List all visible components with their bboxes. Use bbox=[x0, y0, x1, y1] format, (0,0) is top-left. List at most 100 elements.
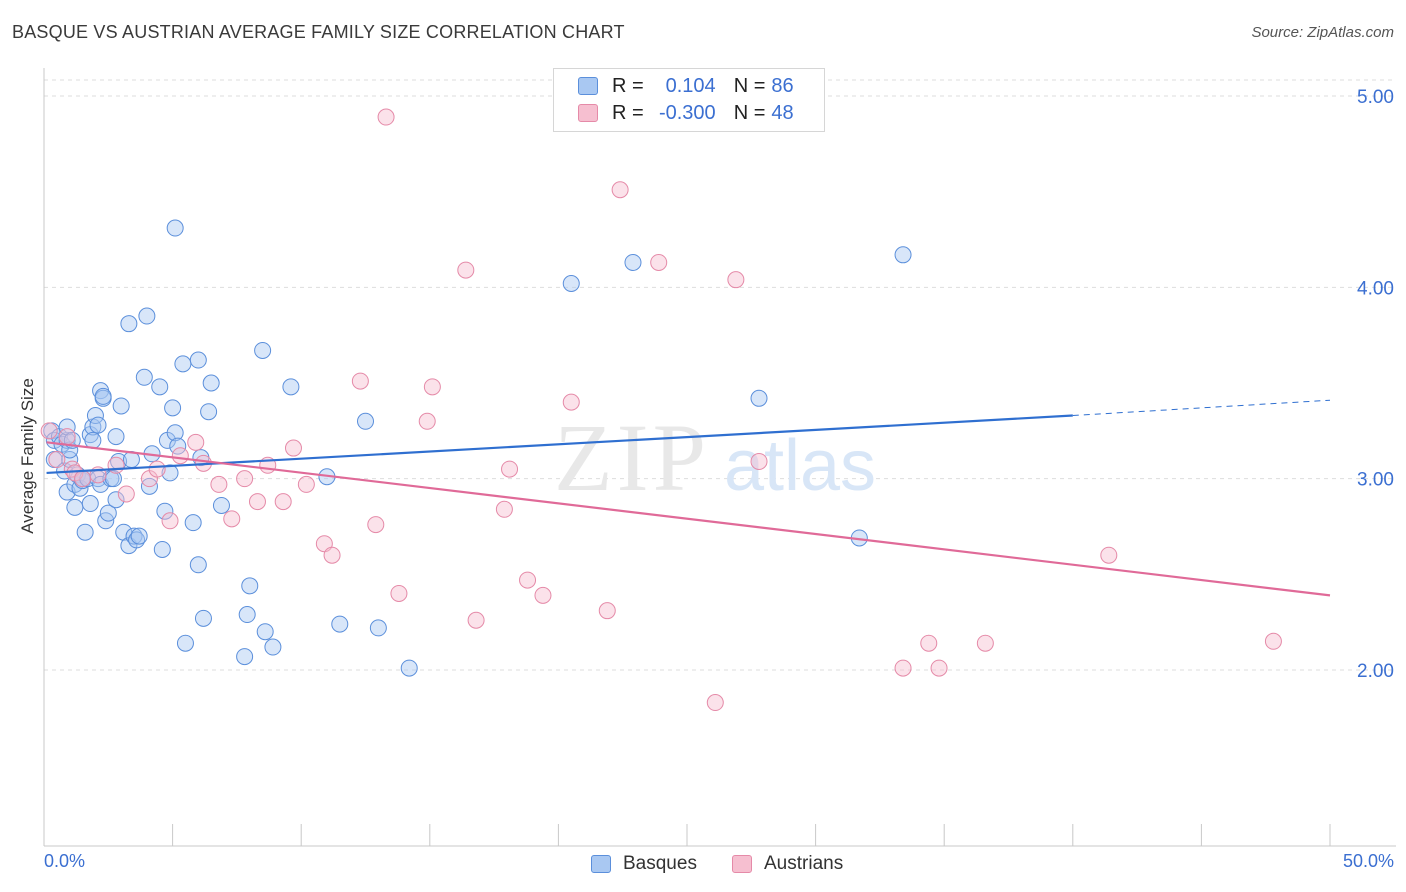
basques-point bbox=[99, 504, 117, 522]
austrians-point bbox=[976, 634, 994, 652]
basques-point bbox=[357, 412, 374, 430]
basques-point bbox=[107, 491, 125, 509]
watermark: ZIP atlas bbox=[554, 404, 876, 511]
basques-point bbox=[174, 355, 192, 373]
stats-legend-box: R = 0.104 N = 86 R = -0.300 N = 48 bbox=[553, 68, 825, 132]
austrians-point bbox=[562, 393, 580, 411]
austrians-point bbox=[171, 447, 189, 465]
basques-point bbox=[200, 403, 218, 421]
basques-point bbox=[138, 307, 156, 325]
austrians-point bbox=[519, 571, 537, 589]
watermark-atlas: atlas bbox=[724, 426, 876, 506]
basques-point bbox=[153, 540, 171, 558]
basques-point bbox=[130, 527, 148, 545]
series-basques-points bbox=[43, 219, 912, 677]
y-tick-labels: 2.00 3.00 4.00 5.00 bbox=[1357, 87, 1394, 682]
basques-point bbox=[194, 609, 212, 627]
basques-r-label: R = bbox=[612, 74, 644, 97]
basques-r-value: 0.104 bbox=[665, 74, 716, 97]
basques-point bbox=[166, 219, 184, 237]
x-tick-min: 0.0% bbox=[44, 851, 86, 871]
y-tick-label: 5.00 bbox=[1357, 87, 1394, 108]
austrians-point bbox=[74, 470, 92, 488]
basques-point bbox=[151, 378, 169, 396]
basques-point bbox=[81, 495, 99, 513]
austrians-point bbox=[930, 659, 948, 677]
legend-austrians-swatch bbox=[732, 855, 752, 873]
basques-point bbox=[369, 619, 387, 637]
basques-point bbox=[86, 407, 104, 425]
austrians-point bbox=[187, 433, 205, 451]
austrians-point bbox=[920, 634, 938, 652]
basques-point bbox=[120, 315, 138, 333]
basques-swatch bbox=[578, 77, 598, 95]
x-tick-max: 50.0% bbox=[1342, 851, 1394, 871]
austrians-point bbox=[727, 271, 745, 289]
basques-point bbox=[166, 424, 184, 442]
basques-point bbox=[562, 275, 580, 293]
austrians-n-label: N = bbox=[733, 101, 766, 124]
basques-point bbox=[400, 659, 418, 677]
legend-austrians-label: Austrians bbox=[764, 853, 844, 874]
austrians-point bbox=[390, 584, 408, 602]
basques-point bbox=[66, 498, 84, 516]
y-tick-label: 2.00 bbox=[1357, 661, 1394, 682]
austrians-point bbox=[750, 452, 768, 470]
austrians-point bbox=[223, 510, 241, 528]
austrians-point bbox=[894, 659, 912, 677]
austrians-point bbox=[58, 428, 76, 446]
basques-point bbox=[61, 451, 79, 469]
basques-point bbox=[238, 606, 256, 624]
legend-item-basques[interactable]: Basques bbox=[591, 851, 697, 877]
austrians-point bbox=[210, 475, 228, 493]
basques-point bbox=[84, 431, 102, 449]
basques-point bbox=[202, 374, 220, 392]
austrians-point bbox=[148, 460, 166, 478]
basques-point bbox=[264, 638, 282, 656]
legend-basques-swatch bbox=[591, 855, 611, 873]
legend-basques-label: Basques bbox=[623, 853, 697, 874]
basques-point bbox=[156, 502, 174, 520]
austrians-point bbox=[367, 516, 385, 534]
austrians-point bbox=[598, 602, 616, 620]
austrians-point bbox=[534, 586, 552, 604]
austrians-point bbox=[284, 439, 302, 457]
austrians-point bbox=[467, 611, 485, 629]
austrians-point bbox=[423, 378, 441, 396]
austrians-point bbox=[501, 460, 519, 478]
basques-point bbox=[89, 416, 107, 434]
austrians-point bbox=[236, 470, 254, 488]
austrians-trend-line bbox=[46, 441, 1331, 597]
basques-point bbox=[212, 496, 230, 514]
basques-point bbox=[76, 523, 94, 541]
basques-point bbox=[169, 437, 187, 455]
austrians-point bbox=[650, 253, 668, 271]
stats-row-basques: R = 0.104 N = 86 bbox=[578, 73, 794, 99]
austrians-point bbox=[377, 108, 395, 126]
austrians-r-value: -0.300 bbox=[658, 101, 716, 124]
austrians-point bbox=[351, 372, 369, 390]
basques-trend-extension bbox=[1072, 399, 1331, 417]
austrians-point bbox=[1100, 546, 1118, 564]
basques-point bbox=[176, 634, 194, 652]
legend-item-austrians[interactable]: Austrians bbox=[732, 851, 843, 877]
austrians-point bbox=[248, 493, 266, 511]
austrians-n-value: 48 bbox=[771, 101, 794, 124]
basques-n-value: 86 bbox=[771, 74, 794, 97]
austrians-point bbox=[706, 694, 724, 712]
basques-point bbox=[236, 648, 254, 666]
basques-point bbox=[282, 378, 300, 396]
basques-point bbox=[107, 428, 125, 446]
basques-point bbox=[94, 387, 112, 405]
austrians-point bbox=[48, 451, 66, 469]
austrians-point bbox=[611, 181, 629, 199]
basques-point bbox=[331, 615, 349, 633]
austrians-r-label: R = bbox=[612, 101, 644, 124]
basques-point bbox=[189, 556, 207, 574]
basques-point bbox=[624, 253, 642, 271]
basques-point bbox=[58, 418, 76, 436]
basques-point bbox=[135, 368, 153, 386]
austrians-point bbox=[40, 422, 58, 440]
chart-title: BASQUE VS AUSTRIAN AVERAGE FAMILY SIZE C… bbox=[12, 22, 625, 42]
